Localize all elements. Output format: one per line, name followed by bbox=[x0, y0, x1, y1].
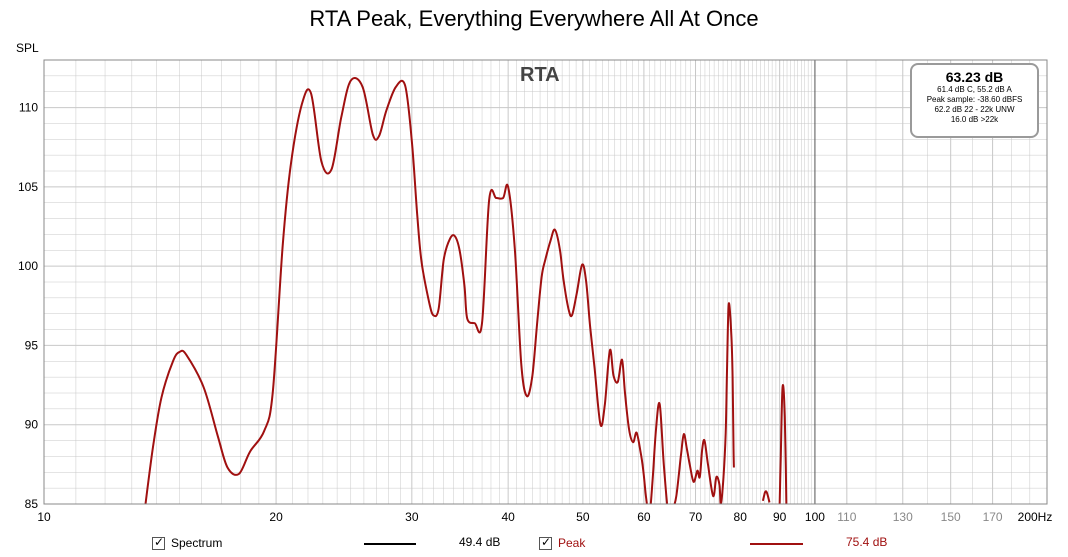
x-tick-label: 40 bbox=[501, 510, 515, 524]
x-tick-label: 10 bbox=[37, 510, 51, 524]
x-tick-label: 110 bbox=[837, 510, 856, 524]
x-tick-label: 100 bbox=[805, 510, 825, 524]
info-line: 16.0 dB >22k bbox=[950, 115, 999, 124]
legend-value-spectrum: 49.4 dB bbox=[459, 535, 501, 549]
x-tick-label: 70 bbox=[689, 510, 703, 524]
y-tick-label: 85 bbox=[25, 497, 39, 511]
y-tick-label: 95 bbox=[25, 338, 39, 352]
x-ticks: 10 20 30 40 50 60 70 80 90 100 110 130 150 170 200Hz bbox=[37, 510, 1052, 524]
x-tick-label: 200Hz bbox=[1018, 510, 1053, 524]
legend-item-peak[interactable]: Peak bbox=[539, 533, 585, 553]
legend-swatch-peak bbox=[750, 543, 803, 545]
y-ticks: 85 90 95 100 105 110 bbox=[18, 101, 38, 511]
legend-item-spectrum[interactable]: Spectrum bbox=[152, 533, 222, 553]
x-tick-label: 90 bbox=[773, 510, 787, 524]
plot-border bbox=[43, 59, 1048, 505]
checkbox-spectrum[interactable] bbox=[152, 535, 165, 550]
legend-swatch-spectrum bbox=[364, 543, 416, 545]
y-tick-label: 100 bbox=[18, 259, 38, 273]
x-tick-label: 50 bbox=[576, 510, 590, 524]
x-tick-label: 60 bbox=[637, 510, 651, 524]
peak-series-line-2 bbox=[778, 384, 788, 504]
x-tick-label: 80 bbox=[734, 510, 748, 524]
legend-label-peak: Peak bbox=[558, 536, 586, 550]
series-layer bbox=[144, 77, 788, 504]
info-line: 62.2 dB 22 - 22k UNW bbox=[934, 105, 1015, 114]
x-tick-label: 150 bbox=[941, 510, 961, 524]
checkbox-peak[interactable] bbox=[539, 535, 552, 550]
rta-label: RTA bbox=[520, 64, 560, 86]
x-tick-label: 30 bbox=[405, 510, 419, 524]
info-line: 61.4 dB C, 55.2 dB A bbox=[937, 85, 1012, 94]
x-tick-label: 130 bbox=[893, 510, 913, 524]
legend-label-spectrum: Spectrum bbox=[171, 536, 223, 550]
y-axis-label: SPL bbox=[16, 41, 39, 55]
x-tick-label: 20 bbox=[269, 510, 283, 524]
y-tick-label: 110 bbox=[19, 101, 38, 115]
peak-series-line-1 bbox=[761, 490, 771, 503]
chart-title: RTA Peak, Everything Everywhere All At O… bbox=[309, 6, 759, 31]
info-line: Peak sample: -38.60 dBFS bbox=[926, 95, 1023, 104]
x-tick-label: 170 bbox=[983, 510, 1003, 524]
info-box: 63.23 dB 61.4 dB C, 55.2 dB A Peak sampl… bbox=[910, 63, 1039, 138]
peak-series-line-0 bbox=[144, 77, 735, 504]
grid bbox=[43, 59, 1048, 505]
y-tick-label: 105 bbox=[18, 180, 38, 194]
y-tick-label: 90 bbox=[25, 418, 39, 432]
info-overall-level: 63.23 dB bbox=[945, 69, 1004, 85]
legend-value-peak: 75.4 dB bbox=[846, 535, 888, 549]
